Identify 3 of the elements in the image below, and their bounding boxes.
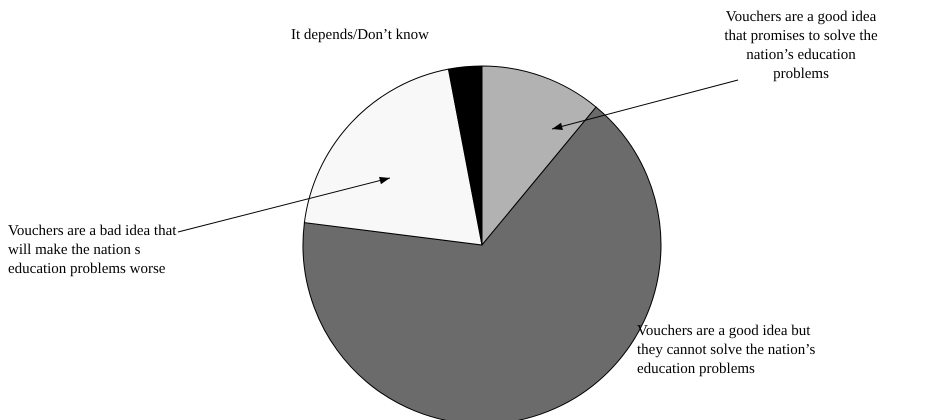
slice-label: Vouchers are a bad idea that will make the nation s education problems worse bbox=[8, 222, 178, 279]
slice-label: It depends/Don’t know bbox=[290, 26, 430, 45]
slice-label: Vouchers are a good idea that promises to solve the nation’s education problems bbox=[723, 8, 879, 84]
